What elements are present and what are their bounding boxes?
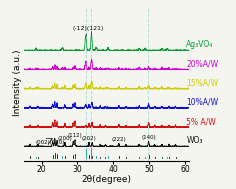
X-axis label: 2θ(degree): 2θ(degree) — [81, 175, 131, 184]
Text: 15%A/W: 15%A/W — [186, 79, 218, 88]
Text: (222): (222) — [111, 137, 126, 142]
Text: WO₃: WO₃ — [186, 136, 203, 145]
Text: (-12)(121): (-12)(121) — [73, 26, 104, 31]
Text: 20%A/W: 20%A/W — [186, 59, 218, 68]
Text: (112): (112) — [67, 133, 82, 138]
Text: 5% A/W: 5% A/W — [186, 117, 216, 126]
Text: (140): (140) — [141, 135, 156, 140]
Y-axis label: Intensity (a.u.): Intensity (a.u.) — [13, 50, 22, 116]
Text: 10%A/W: 10%A/W — [186, 98, 218, 107]
Text: (002)(020): (002)(020) — [36, 140, 65, 145]
Text: Ag₃VO₄: Ag₃VO₄ — [186, 40, 214, 49]
Text: (200): (200) — [58, 136, 72, 141]
Text: (202): (202) — [82, 136, 96, 141]
